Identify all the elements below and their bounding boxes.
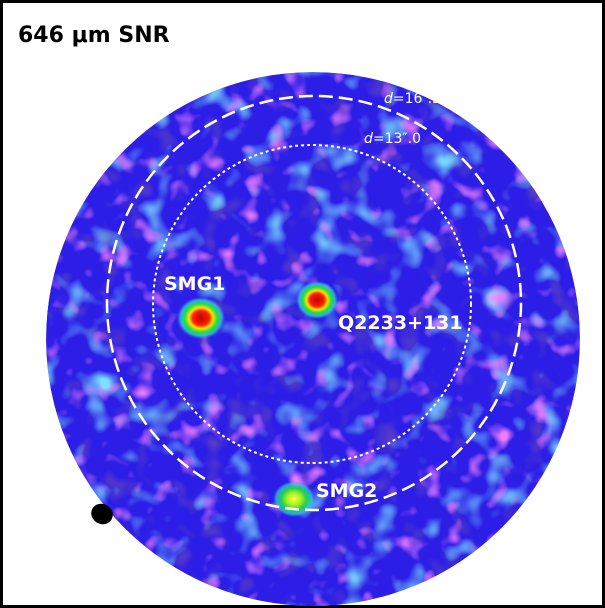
map-disk <box>46 72 580 606</box>
beam <box>91 503 113 525</box>
ring-label: d=16″.5 <box>384 91 441 107</box>
source-q2233 <box>296 281 338 319</box>
source-label: SMG1 <box>164 273 225 295</box>
ring-var: d <box>364 131 373 147</box>
source-smg1 <box>177 297 225 339</box>
ring-outer <box>105 94 523 512</box>
title: 646 μm SNR <box>18 23 170 48</box>
source-label: Q2233+131 <box>338 312 463 334</box>
source-label: SMG2 <box>316 480 377 502</box>
ring-value: =16″.5 <box>393 91 441 107</box>
ring-var: d <box>384 91 393 107</box>
ring-label: d=13″.0 <box>364 131 421 147</box>
ring-value: =13″.0 <box>373 131 421 147</box>
source-smg2 <box>273 481 315 517</box>
ring-inner <box>152 144 472 464</box>
